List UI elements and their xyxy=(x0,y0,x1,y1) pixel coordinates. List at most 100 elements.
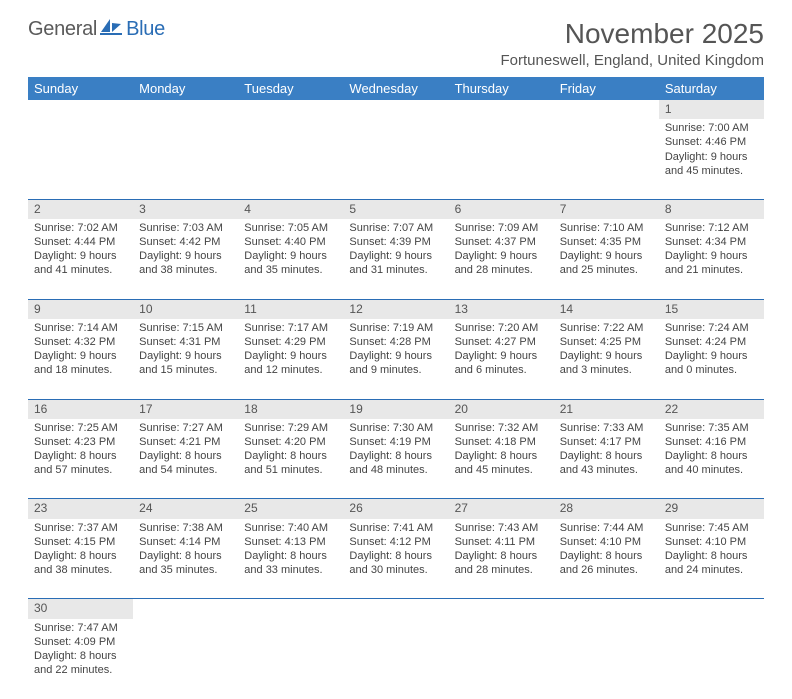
day-cell-body: Sunrise: 7:44 AMSunset: 4:10 PMDaylight:… xyxy=(554,519,659,581)
day-cell: Sunrise: 7:03 AMSunset: 4:42 PMDaylight:… xyxy=(133,219,238,299)
daylight-line: Daylight: 8 hours and 57 minutes. xyxy=(34,449,127,477)
logo-text-blue: Blue xyxy=(126,18,165,41)
sunset-line: Sunset: 4:29 PM xyxy=(244,335,337,349)
day-cell: Sunrise: 7:27 AMSunset: 4:21 PMDaylight:… xyxy=(133,419,238,499)
week-row: Sunrise: 7:14 AMSunset: 4:32 PMDaylight:… xyxy=(28,319,764,399)
daylight-line: Daylight: 8 hours and 28 minutes. xyxy=(455,549,548,577)
day-cell-body: Sunrise: 7:09 AMSunset: 4:37 PMDaylight:… xyxy=(449,219,554,281)
day-number-cell xyxy=(554,599,659,619)
day-number-cell xyxy=(28,100,133,119)
daynum-row: 2345678 xyxy=(28,199,764,219)
daylight-line: Daylight: 9 hours and 35 minutes. xyxy=(244,249,337,277)
day-number-cell: 13 xyxy=(449,299,554,319)
day-number-cell: 6 xyxy=(449,199,554,219)
day-number-cell: 20 xyxy=(449,399,554,419)
day-cell-body: Sunrise: 7:35 AMSunset: 4:16 PMDaylight:… xyxy=(659,419,764,481)
page-title: November 2025 xyxy=(501,18,764,50)
day-cell: Sunrise: 7:14 AMSunset: 4:32 PMDaylight:… xyxy=(28,319,133,399)
day-cell-body: Sunrise: 7:20 AMSunset: 4:27 PMDaylight:… xyxy=(449,319,554,381)
sunrise-line: Sunrise: 7:09 AM xyxy=(455,221,548,235)
sunrise-line: Sunrise: 7:02 AM xyxy=(34,221,127,235)
day-number-cell: 8 xyxy=(659,199,764,219)
daylight-line: Daylight: 8 hours and 51 minutes. xyxy=(244,449,337,477)
day-cell xyxy=(554,119,659,199)
day-number-cell: 7 xyxy=(554,199,659,219)
day-number-cell xyxy=(238,599,343,619)
daylight-line: Daylight: 8 hours and 38 minutes. xyxy=(34,549,127,577)
day-number-cell: 15 xyxy=(659,299,764,319)
daynum-row: 23242526272829 xyxy=(28,499,764,519)
sunrise-line: Sunrise: 7:41 AM xyxy=(349,521,442,535)
day-cell-body: Sunrise: 7:02 AMSunset: 4:44 PMDaylight:… xyxy=(28,219,133,281)
sunset-line: Sunset: 4:14 PM xyxy=(139,535,232,549)
day-cell-body: Sunrise: 7:30 AMSunset: 4:19 PMDaylight:… xyxy=(343,419,448,481)
sunrise-line: Sunrise: 7:37 AM xyxy=(34,521,127,535)
daylight-line: Daylight: 9 hours and 9 minutes. xyxy=(349,349,442,377)
sunset-line: Sunset: 4:09 PM xyxy=(34,635,127,649)
day-cell-body: Sunrise: 7:24 AMSunset: 4:24 PMDaylight:… xyxy=(659,319,764,381)
sunset-line: Sunset: 4:10 PM xyxy=(665,535,758,549)
daylight-line: Daylight: 8 hours and 54 minutes. xyxy=(139,449,232,477)
daylight-line: Daylight: 9 hours and 28 minutes. xyxy=(455,249,548,277)
sunset-line: Sunset: 4:19 PM xyxy=(349,435,442,449)
day-cell xyxy=(238,619,343,699)
day-cell: Sunrise: 7:24 AMSunset: 4:24 PMDaylight:… xyxy=(659,319,764,399)
sunrise-line: Sunrise: 7:24 AM xyxy=(665,321,758,335)
daynum-row: 9101112131415 xyxy=(28,299,764,319)
day-number-cell: 27 xyxy=(449,499,554,519)
daylight-line: Daylight: 8 hours and 26 minutes. xyxy=(560,549,653,577)
day-number-cell xyxy=(343,100,448,119)
day-number-cell: 25 xyxy=(238,499,343,519)
day-number-cell: 24 xyxy=(133,499,238,519)
day-cell: Sunrise: 7:00 AMSunset: 4:46 PMDaylight:… xyxy=(659,119,764,199)
day-number-cell: 2 xyxy=(28,199,133,219)
sunset-line: Sunset: 4:35 PM xyxy=(560,235,653,249)
sunrise-line: Sunrise: 7:07 AM xyxy=(349,221,442,235)
day-cell xyxy=(343,119,448,199)
sunset-line: Sunset: 4:17 PM xyxy=(560,435,653,449)
day-cell-body: Sunrise: 7:43 AMSunset: 4:11 PMDaylight:… xyxy=(449,519,554,581)
day-cell xyxy=(659,619,764,699)
daylight-line: Daylight: 9 hours and 15 minutes. xyxy=(139,349,232,377)
day-number-cell: 17 xyxy=(133,399,238,419)
sunset-line: Sunset: 4:46 PM xyxy=(665,135,758,149)
sunrise-line: Sunrise: 7:30 AM xyxy=(349,421,442,435)
sunset-line: Sunset: 4:21 PM xyxy=(139,435,232,449)
page-subtitle: Fortuneswell, England, United Kingdom xyxy=(501,52,764,69)
sunset-line: Sunset: 4:16 PM xyxy=(665,435,758,449)
day-cell xyxy=(238,119,343,199)
daylight-line: Daylight: 9 hours and 31 minutes. xyxy=(349,249,442,277)
day-cell-body: Sunrise: 7:41 AMSunset: 4:12 PMDaylight:… xyxy=(343,519,448,581)
daylight-line: Daylight: 9 hours and 25 minutes. xyxy=(560,249,653,277)
daylight-line: Daylight: 8 hours and 30 minutes. xyxy=(349,549,442,577)
day-number-cell: 23 xyxy=(28,499,133,519)
sunset-line: Sunset: 4:42 PM xyxy=(139,235,232,249)
daylight-line: Daylight: 9 hours and 45 minutes. xyxy=(665,150,758,178)
day-number-cell: 5 xyxy=(343,199,448,219)
sunset-line: Sunset: 4:37 PM xyxy=(455,235,548,249)
day-number-cell xyxy=(343,599,448,619)
day-cell: Sunrise: 7:37 AMSunset: 4:15 PMDaylight:… xyxy=(28,519,133,599)
day-number-cell xyxy=(554,100,659,119)
sunrise-line: Sunrise: 7:22 AM xyxy=(560,321,653,335)
sunset-line: Sunset: 4:44 PM xyxy=(34,235,127,249)
day-number-cell: 4 xyxy=(238,199,343,219)
day-number-cell: 28 xyxy=(554,499,659,519)
day-cell: Sunrise: 7:25 AMSunset: 4:23 PMDaylight:… xyxy=(28,419,133,499)
dow-friday: Friday xyxy=(554,77,659,100)
daylight-line: Daylight: 8 hours and 40 minutes. xyxy=(665,449,758,477)
sunset-line: Sunset: 4:32 PM xyxy=(34,335,127,349)
daylight-line: Daylight: 9 hours and 6 minutes. xyxy=(455,349,548,377)
sunset-line: Sunset: 4:12 PM xyxy=(349,535,442,549)
day-cell: Sunrise: 7:20 AMSunset: 4:27 PMDaylight:… xyxy=(449,319,554,399)
day-cell-body: Sunrise: 7:27 AMSunset: 4:21 PMDaylight:… xyxy=(133,419,238,481)
sunset-line: Sunset: 4:10 PM xyxy=(560,535,653,549)
sunrise-line: Sunrise: 7:43 AM xyxy=(455,521,548,535)
day-cell-body: Sunrise: 7:15 AMSunset: 4:31 PMDaylight:… xyxy=(133,319,238,381)
sunset-line: Sunset: 4:28 PM xyxy=(349,335,442,349)
header: General Blue November 2025 Fortuneswell,… xyxy=(28,18,764,69)
day-cell: Sunrise: 7:29 AMSunset: 4:20 PMDaylight:… xyxy=(238,419,343,499)
day-cell-body: Sunrise: 7:38 AMSunset: 4:14 PMDaylight:… xyxy=(133,519,238,581)
sunrise-line: Sunrise: 7:03 AM xyxy=(139,221,232,235)
day-number-cell xyxy=(659,599,764,619)
